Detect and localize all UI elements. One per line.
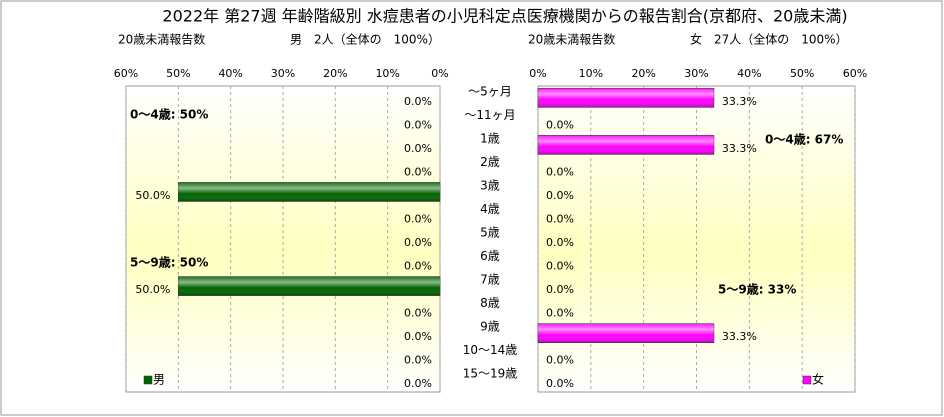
value-label: 50.0% (135, 189, 170, 202)
summary: 女 27人（全体の 100%） (690, 32, 848, 47)
legend-swatch (802, 375, 812, 385)
value-label: 0.0% (546, 236, 574, 249)
value-label: 0.0% (404, 142, 432, 155)
value-label: 0.0% (546, 165, 574, 178)
x-tick-label: 60% (843, 67, 867, 80)
x-tick-label: 20% (323, 67, 347, 80)
summary: 男 2人（全体の 100%） (290, 32, 440, 47)
value-label: 0.0% (404, 377, 432, 390)
x-tick-label: 40% (218, 67, 242, 80)
category-label: ～11ヶ月 (464, 108, 515, 122)
value-label: 0.0% (546, 118, 574, 131)
value-label: 50.0% (135, 283, 170, 296)
value-label: 33.3% (722, 142, 757, 155)
category-label: 3歳 (480, 178, 500, 192)
x-tick-label: 0% (529, 67, 546, 80)
x-tick-label: 50% (790, 67, 814, 80)
annotation: 5～9歳: 50% (130, 255, 208, 270)
value-label: 0.0% (404, 212, 432, 225)
value-label: 33.3% (722, 95, 757, 108)
annotation: 0～4歳: 50% (130, 107, 208, 122)
value-label: 0.0% (546, 189, 574, 202)
legend-swatch (143, 375, 153, 385)
x-tick-label: 10% (579, 67, 603, 80)
x-tick-label: 50% (166, 67, 190, 80)
value-label: 0.0% (404, 236, 432, 249)
category-label: 9歳 (480, 320, 500, 334)
x-tick-label: 40% (737, 67, 761, 80)
value-label: 0.0% (546, 354, 574, 367)
count-label: 20歳未満報告数 (528, 32, 615, 47)
value-label: 0.0% (546, 260, 574, 273)
annotation: 0～4歳: 67% (765, 132, 843, 147)
annotation: 5～9歳: 33% (718, 282, 796, 297)
category-label: 15～19歳 (463, 367, 518, 381)
value-label: 0.0% (546, 377, 574, 390)
value-label: 0.0% (404, 260, 432, 273)
bar-shine (178, 182, 441, 202)
category-label: 10～14歳 (463, 343, 518, 357)
legend-label: 男 (153, 373, 165, 387)
x-tick-label: 0% (431, 67, 448, 80)
category-label: ～5ヶ月 (468, 84, 512, 98)
value-label: 0.0% (404, 165, 432, 178)
value-label: 0.0% (546, 212, 574, 225)
x-tick-label: 30% (271, 67, 295, 80)
category-label: 2歳 (480, 155, 500, 169)
x-tick-label: 30% (684, 67, 708, 80)
category-label: 5歳 (480, 226, 500, 240)
value-label: 0.0% (404, 354, 432, 367)
legend-label: 女 (812, 372, 824, 387)
value-label: 0.0% (404, 95, 432, 108)
x-tick-label: 60% (114, 67, 138, 80)
category-label: 8歳 (480, 296, 500, 310)
chart-title: 2022年 第27週 年齢階級別 水痘患者の小児科定点医療機関からの報告割合(京… (162, 7, 847, 26)
value-label: 0.0% (404, 330, 432, 343)
category-label: 6歳 (480, 249, 500, 263)
count-label: 20歳未満報告数 (118, 32, 205, 47)
bar-shine (178, 276, 441, 296)
value-label: 0.0% (546, 283, 574, 296)
bar-shine (538, 135, 714, 155)
x-tick-label: 10% (375, 67, 399, 80)
value-label: 0.0% (404, 118, 432, 131)
category-label: 7歳 (480, 273, 500, 287)
bar-shine (538, 88, 714, 108)
x-tick-label: 20% (631, 67, 655, 80)
value-label: 0.0% (404, 307, 432, 320)
category-label: 1歳 (480, 131, 500, 145)
value-label: 33.3% (722, 330, 757, 343)
category-label: 4歳 (480, 202, 500, 216)
bar-shine (538, 323, 714, 343)
value-label: 0.0% (546, 307, 574, 320)
